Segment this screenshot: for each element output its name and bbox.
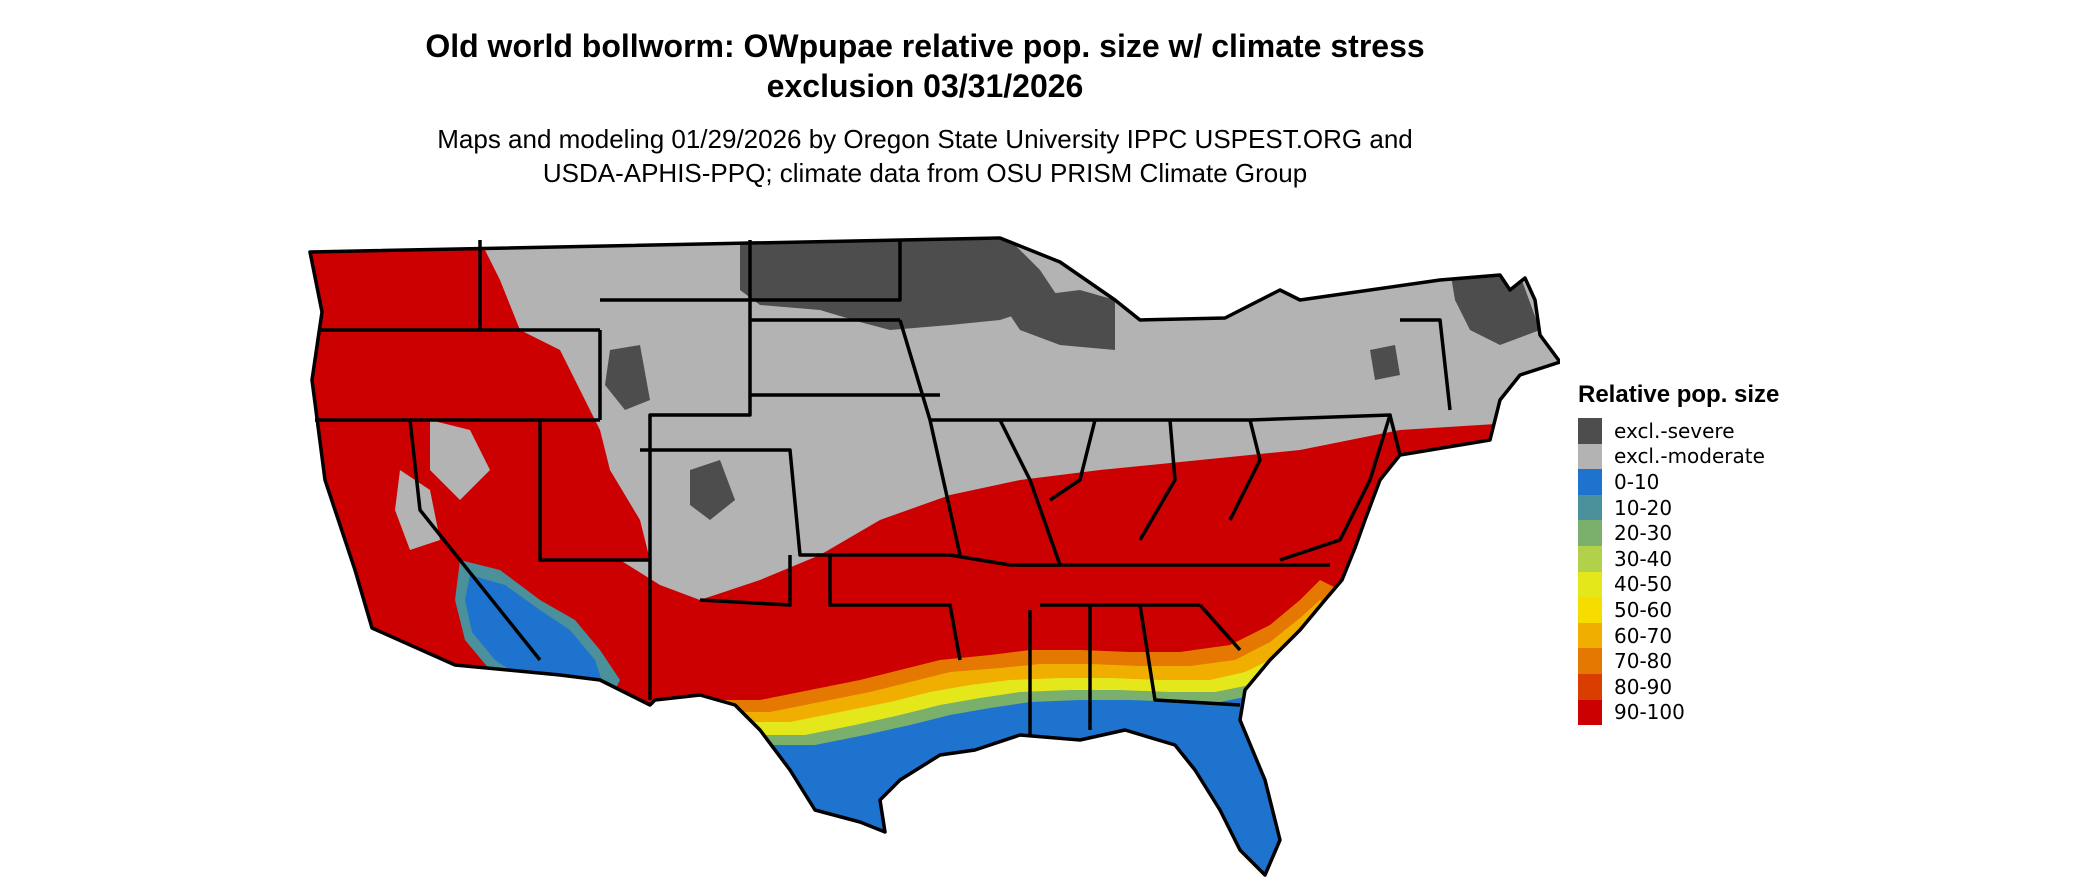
legend-label: excl.-moderate <box>1614 444 1765 469</box>
us-map <box>308 236 1560 877</box>
legend-label: 80-90 <box>1614 674 1673 699</box>
legend-items: excl.-severe excl.-moderate 0-10 10-20 20-30… <box>1578 418 1779 726</box>
legend-label: excl.-severe <box>1614 418 1735 443</box>
legend-item: 60-70 <box>1578 622 1779 649</box>
legend: Relative pop. size excl.-severe excl.-mod… <box>1578 380 1780 726</box>
legend-swatch <box>1578 520 1602 546</box>
legend-item: 10-20 <box>1578 494 1779 521</box>
legend-item: 50-60 <box>1578 597 1779 623</box>
legend-swatch <box>1578 545 1602 572</box>
legend-swatch <box>1578 571 1602 598</box>
state-borders <box>308 236 1560 877</box>
legend-item: 40-50 <box>1578 571 1779 598</box>
legend-item: 0-10 <box>1578 469 1779 495</box>
legend-label: 0-10 <box>1614 469 1660 494</box>
legend-item: 70-80 <box>1578 648 1779 674</box>
map-title: Old world bollworm: OWpupae relative pop… <box>0 26 1850 106</box>
subtitle-line-1: Maps and modeling 01/29/2026 by Oregon S… <box>437 124 1413 154</box>
legend-swatch <box>1578 699 1602 726</box>
legend-item: 30-40 <box>1578 545 1779 572</box>
title-line-1: Old world bollworm: OWpupae relative pop… <box>425 28 1425 64</box>
legend-swatch <box>1578 469 1602 495</box>
legend-swatch <box>1578 648 1602 674</box>
map-fill <box>310 238 1560 875</box>
legend-item: excl.-severe <box>1578 418 1779 444</box>
map-subtitle: Maps and modeling 01/29/2026 by Oregon S… <box>0 122 1850 190</box>
legend-label: 50-60 <box>1614 597 1673 622</box>
legend-label: 70-80 <box>1614 649 1673 674</box>
legend-label: 40-50 <box>1614 572 1673 597</box>
legend-swatch <box>1578 622 1602 649</box>
legend-label: 10-20 <box>1614 495 1673 520</box>
legend-item: 80-90 <box>1578 673 1779 700</box>
legend-label: 20-30 <box>1614 521 1673 546</box>
legend-label: 30-40 <box>1614 546 1673 571</box>
title-line-2: exclusion 03/31/2026 <box>766 68 1084 104</box>
legend-label: 60-70 <box>1614 623 1673 648</box>
legend-item: 90-100 <box>1578 699 1779 726</box>
legend-item: 20-30 <box>1578 520 1779 546</box>
legend-swatch <box>1578 494 1602 521</box>
legend-swatch <box>1578 418 1602 444</box>
legend-item: excl.-moderate <box>1578 443 1779 470</box>
subtitle-line-2: USDA-APHIS-PPQ; climate data from OSU PR… <box>542 158 1308 188</box>
legend-swatch <box>1578 673 1602 700</box>
legend-label: 90-100 <box>1614 700 1685 725</box>
legend-swatch <box>1578 597 1602 623</box>
legend-swatch <box>1578 443 1602 470</box>
legend-title: Relative pop. size <box>1578 381 1780 408</box>
